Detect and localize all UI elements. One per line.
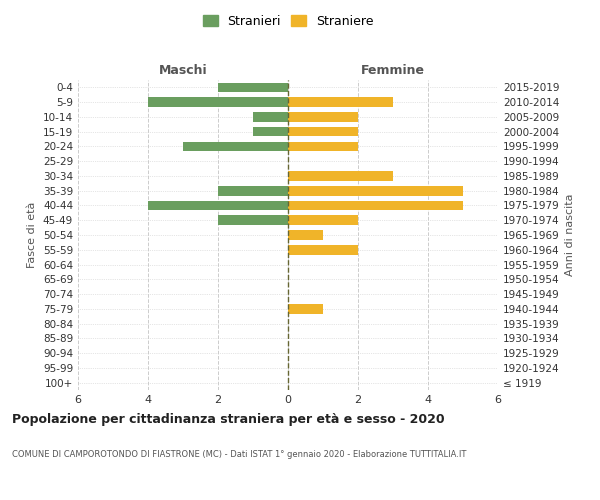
Bar: [218, 186, 288, 196]
Y-axis label: Fasce di età: Fasce di età: [28, 202, 37, 268]
Legend: Stranieri, Straniere: Stranieri, Straniere: [199, 11, 377, 32]
Bar: [288, 142, 358, 151]
Bar: [148, 200, 288, 210]
Bar: [288, 304, 323, 314]
Text: Maschi: Maschi: [158, 64, 208, 78]
Bar: [183, 142, 288, 151]
Bar: [288, 200, 463, 210]
Text: Femmine: Femmine: [361, 64, 425, 78]
Bar: [218, 216, 288, 225]
Bar: [148, 98, 288, 107]
Bar: [253, 112, 288, 122]
Bar: [288, 171, 393, 180]
Bar: [288, 245, 358, 254]
Bar: [288, 98, 393, 107]
Y-axis label: Anni di nascita: Anni di nascita: [565, 194, 575, 276]
Bar: [288, 230, 323, 240]
Bar: [253, 127, 288, 136]
Bar: [288, 216, 358, 225]
Bar: [288, 112, 358, 122]
Text: Popolazione per cittadinanza straniera per età e sesso - 2020: Popolazione per cittadinanza straniera p…: [12, 412, 445, 426]
Bar: [218, 82, 288, 92]
Bar: [288, 127, 358, 136]
Bar: [288, 186, 463, 196]
Text: COMUNE DI CAMPOROTONDO DI FIASTRONE (MC) - Dati ISTAT 1° gennaio 2020 - Elaboraz: COMUNE DI CAMPOROTONDO DI FIASTRONE (MC)…: [12, 450, 466, 459]
